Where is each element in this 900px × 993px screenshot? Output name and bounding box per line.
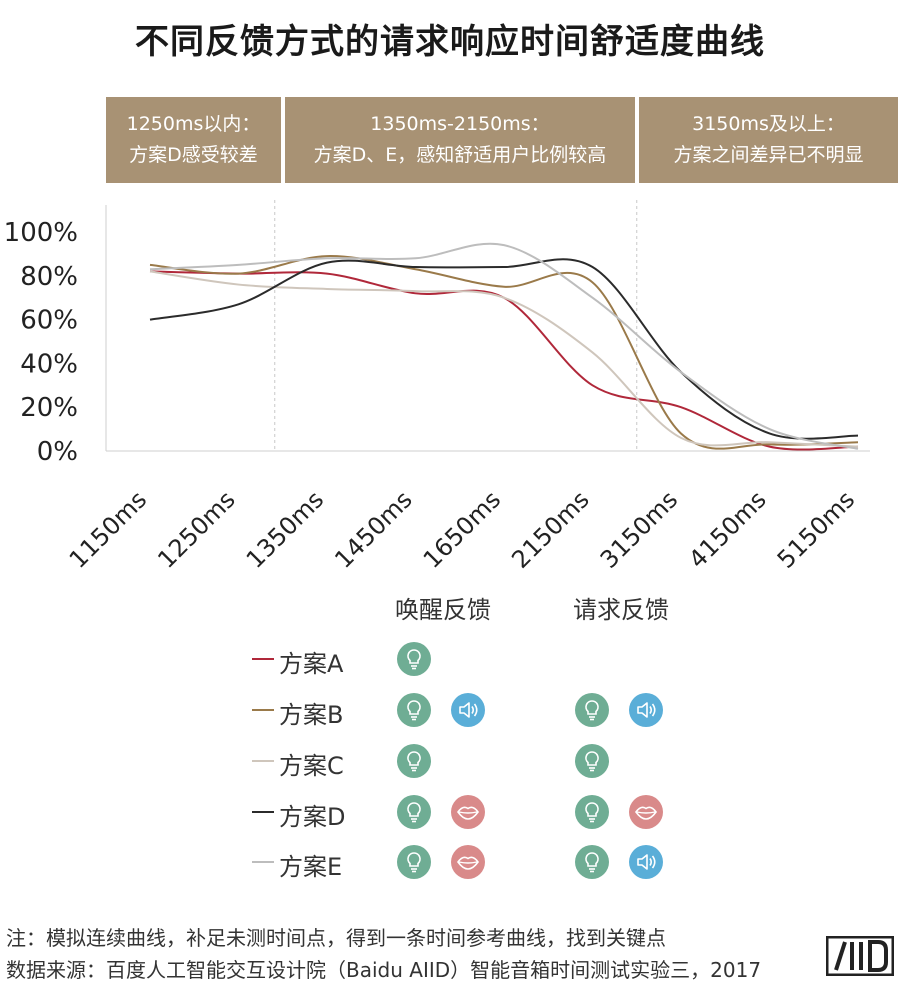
x-tick-label: 5150ms [772, 485, 860, 573]
request-speaker-icon [629, 845, 663, 879]
line-chart: 0% 20% 40% 60% 80% 100% 1150ms 1250ms 1350ms 1450… [4, 200, 870, 574]
legend-header-request: 请求反馈 [573, 596, 669, 624]
legend-label: 方案C [279, 752, 344, 780]
zone-2-line-1: 1350ms-2150ms： [370, 113, 550, 135]
legend-item: 方案D [252, 793, 812, 833]
series-line-b [149, 255, 859, 450]
zone-box-1: 1250ms以内： 方案D感受较差 [106, 97, 281, 183]
zone-box-3: 3150ms及以上： 方案之间差异已不明显 [639, 97, 898, 183]
y-tick-label: 40% [20, 349, 78, 379]
legend-swatch [252, 811, 274, 813]
footnote: 注：模拟连续曲线，补足未测时间点，得到一条时间参考曲线，找到关键点 [6, 926, 666, 950]
legend-item: 方案A [252, 640, 812, 680]
source-note: 数据来源：百度人工智能交互设计院（Baidu AIID）智能音箱时间测试实验三，… [6, 958, 762, 982]
y-tick-label: 60% [20, 306, 78, 336]
zone-3-line-2: 方案之间差异已不明显 [673, 144, 864, 166]
aiid-logo [826, 936, 894, 976]
wake-lightbulb-icon [397, 693, 431, 727]
y-tick-label: 80% [20, 262, 78, 292]
chart-title: 不同反馈方式的请求响应时间舒适度曲线 [135, 22, 765, 62]
wake-lightbulb-icon [397, 744, 431, 778]
legend-header-wake: 唤醒反馈 [395, 596, 491, 624]
x-tick-label: 1450ms [329, 485, 417, 573]
legend-label: 方案E [279, 853, 343, 881]
legend-swatch [252, 709, 274, 711]
zone-1-line-2: 方案D感受较差 [129, 144, 258, 166]
series-line-d [149, 258, 859, 440]
x-tick-label: 3150ms [595, 485, 683, 573]
legend-item: 方案C [252, 742, 812, 782]
y-tick-label: 0% [37, 437, 78, 467]
request-lightbulb-icon [575, 845, 609, 879]
y-tick-label: 20% [20, 393, 78, 423]
zone-annotations: 1250ms以内： 方案D感受较差 1350ms-2150ms： 方案D、E，感… [106, 97, 898, 183]
wake-lightbulb-icon [397, 795, 431, 829]
zone-2-line-2: 方案D、E，感知舒适用户比例较高 [313, 144, 607, 166]
request-lightbulb-icon [575, 795, 609, 829]
legend-label: 方案B [279, 701, 344, 729]
x-tick-label: 1650ms [418, 485, 506, 573]
legend-label: 方案D [279, 803, 346, 831]
request-lightbulb-icon [575, 744, 609, 778]
y-tick-label: 100% [4, 218, 78, 248]
zone-box-2: 1350ms-2150ms： 方案D、E，感知舒适用户比例较高 [285, 97, 635, 183]
wake-lightbulb-icon [397, 845, 431, 879]
x-tick-label: 1350ms [241, 485, 329, 573]
series-line-e [149, 242, 859, 450]
zone-1-line-1: 1250ms以内： [126, 113, 261, 135]
request-speaker-icon [629, 693, 663, 727]
request-lips-icon [629, 795, 663, 829]
wake-lips-icon [451, 845, 485, 879]
legend-label: 方案A [279, 650, 344, 678]
legend-swatch [252, 861, 274, 863]
x-tick-label: 2150ms [506, 485, 594, 573]
wake-speaker-icon [451, 693, 485, 727]
legend-item: 方案E [252, 843, 812, 883]
x-tick-label: 1250ms [152, 485, 240, 573]
legend-swatch [252, 658, 274, 660]
legend-item: 方案B [252, 691, 812, 731]
wake-lightbulb-icon [397, 642, 431, 676]
series-line-c [149, 270, 859, 448]
legend-swatch [252, 760, 274, 762]
x-tick-label: 1150ms [64, 485, 152, 573]
wake-lips-icon [451, 795, 485, 829]
request-lightbulb-icon [575, 693, 609, 727]
zone-3-line-1: 3150ms及以上： [692, 113, 845, 135]
x-tick-label: 4150ms [683, 485, 771, 573]
